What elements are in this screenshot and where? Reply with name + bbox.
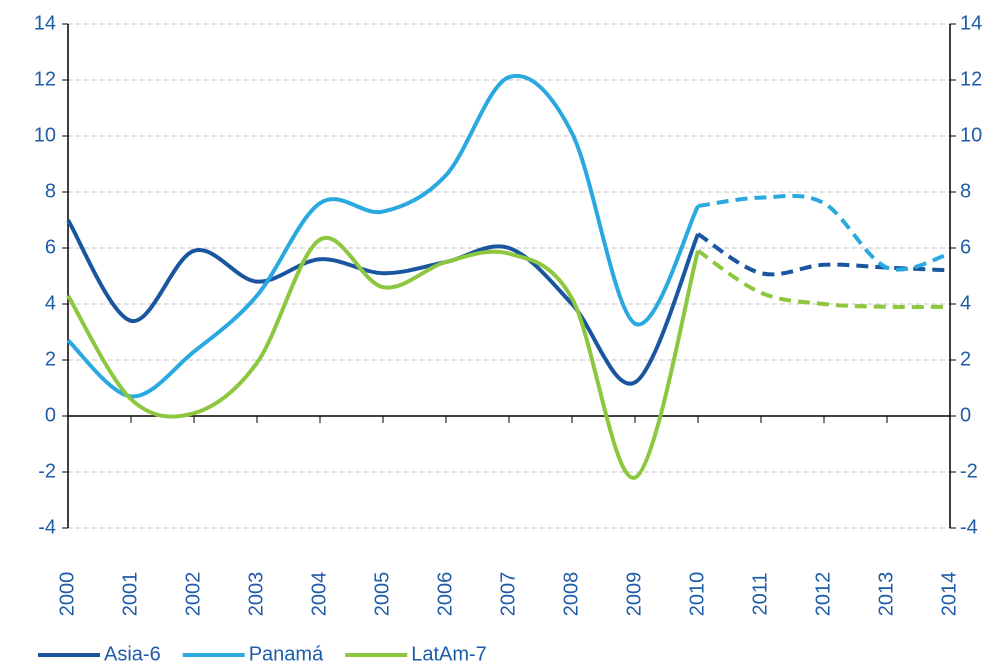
y2-tick-label: -4 [960,516,978,538]
x-tick-label: 2008 [560,572,582,617]
y-tick-label: 10 [34,124,56,146]
legend-label: Asia-6 [104,643,161,664]
projection-line [696,249,951,310]
y2-tick-label: 6 [960,236,971,258]
legend-label: LatAm-7 [411,643,487,664]
legend-label: Panamá [249,643,324,664]
x-tick-label: 2010 [686,572,708,617]
y2-tick-label: 4 [960,292,971,314]
projection-line [696,232,951,277]
x-tick-label: 2012 [812,572,834,617]
y2-tick-label: 8 [960,180,971,202]
x-tick-label: 2014 [938,572,960,617]
x-tick-label: 2011 [749,572,771,615]
x-tick-label: 2013 [875,572,897,617]
y-tick-label: 6 [45,236,56,258]
y2-tick-label: -2 [960,460,978,482]
x-tick-label: 2003 [245,572,267,617]
series-line [66,218,700,386]
y2-tick-label: 12 [960,68,982,90]
y-tick-label: 14 [34,12,56,34]
x-tick-label: 2002 [182,572,204,617]
x-tick-label: 2005 [371,572,393,617]
y2-tick-label: 10 [960,124,982,146]
x-tick-label: 2007 [497,572,519,617]
y2-tick-label: 0 [960,404,971,426]
x-tick-label: 2009 [623,572,645,617]
y-tick-label: 0 [45,404,56,426]
y2-tick-label: 2 [960,348,971,370]
y-tick-label: 2 [45,348,56,370]
x-tick-label: 2004 [308,572,330,617]
y-tick-label: -2 [38,460,56,482]
series-line [66,73,700,399]
x-tick-label: 2001 [119,572,141,617]
x-tick-label: 2000 [56,572,78,617]
projection-line [697,193,951,272]
y2-tick-label: 14 [960,12,982,34]
y-tick-label: -4 [38,516,56,538]
series-line [66,235,700,480]
y-tick-label: 12 [34,68,56,90]
y-tick-label: 8 [45,180,56,202]
y-tick-label: 4 [45,292,56,314]
x-tick-label: 2006 [434,572,456,617]
